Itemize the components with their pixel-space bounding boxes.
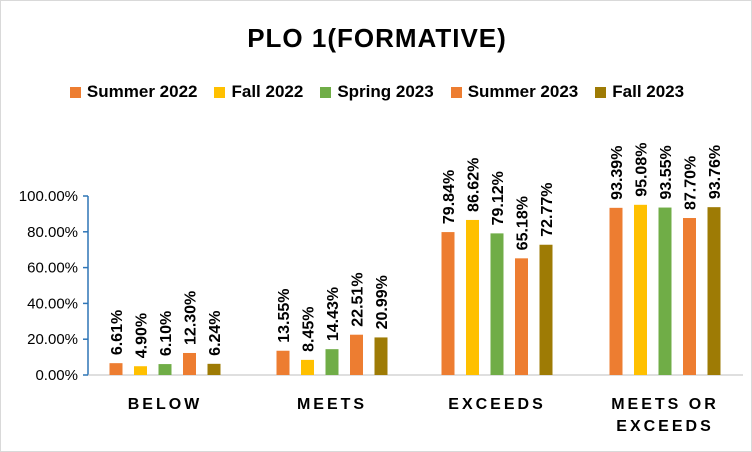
legend-item: Summer 2022 (69, 82, 198, 102)
bar (539, 244, 553, 375)
data-label: 14.43% (325, 287, 342, 341)
legend-item: Fall 2022 (214, 82, 303, 102)
data-label: 6.10% (158, 311, 175, 356)
bar (490, 233, 504, 375)
legend-swatch (595, 86, 607, 98)
x-category-label: BELOW (128, 396, 203, 413)
legend-item: Fall 2023 (595, 82, 684, 102)
bar (658, 207, 672, 375)
data-label: 72.77% (539, 182, 556, 236)
bar (301, 359, 314, 375)
data-label: 22.51% (350, 272, 367, 326)
data-label: 93.55% (658, 145, 675, 199)
legend-label: Spring 2023 (337, 82, 434, 101)
legend-label: Summer 2022 (86, 82, 198, 101)
legend-label: Fall 2023 (612, 82, 685, 101)
bar (350, 334, 363, 375)
y-tick-label: 100.00% (19, 188, 78, 205)
data-label: 86.62% (466, 158, 483, 212)
bar (683, 218, 696, 375)
legend-swatch (214, 86, 226, 98)
x-category-label: EXCEEDS (448, 396, 545, 413)
bar (707, 207, 721, 375)
legend-label: Summer 2023 (467, 82, 579, 101)
bar (609, 207, 623, 375)
data-label: 12.30% (183, 291, 200, 345)
x-category-label: MEETS OR EXCEEDS (611, 396, 719, 435)
bar (109, 363, 123, 375)
data-label: 13.55% (276, 288, 293, 342)
bar (325, 349, 339, 375)
legend-label: Fall 2022 (231, 82, 304, 101)
x-category-label: MEETS (297, 396, 367, 413)
data-label: 6.24% (207, 310, 224, 355)
bar (634, 204, 647, 375)
data-label: 95.08% (634, 143, 651, 197)
y-tick-label: 0.00% (35, 367, 78, 384)
y-tick-label: 80.00% (27, 224, 78, 241)
legend-item: Summer 2023 (450, 82, 579, 102)
legend-swatch (69, 86, 81, 98)
data-label: 93.76% (707, 145, 724, 199)
bar (183, 352, 196, 375)
data-label: 20.99% (374, 275, 391, 329)
chart-legend: Summer 2022 Fall 2022 Spring 2023 Summer 20… (1, 82, 752, 102)
data-label: 65.18% (515, 196, 532, 250)
y-tick-label: 20.00% (27, 331, 78, 348)
bar (276, 350, 290, 375)
y-tick-label: 60.00% (27, 260, 78, 277)
data-label: 8.45% (301, 306, 318, 351)
y-tick-label: 40.00% (27, 295, 78, 312)
data-label: 87.70% (683, 156, 700, 210)
bar (207, 363, 221, 375)
bar (441, 232, 455, 375)
data-label: 79.12% (490, 171, 507, 225)
data-label: 4.90% (134, 313, 151, 358)
bar (515, 258, 528, 375)
bar (374, 337, 388, 375)
bar (134, 366, 147, 375)
data-label: 6.61% (109, 310, 126, 355)
legend-swatch (450, 86, 462, 98)
bar (158, 364, 172, 375)
data-label: 93.39% (609, 146, 626, 200)
legend-item: Spring 2023 (320, 82, 434, 102)
data-label: 79.84% (441, 170, 458, 224)
legend-swatch (320, 86, 332, 98)
bar (466, 219, 479, 375)
chart-title: PLO 1(FORMATIVE) (247, 23, 507, 53)
